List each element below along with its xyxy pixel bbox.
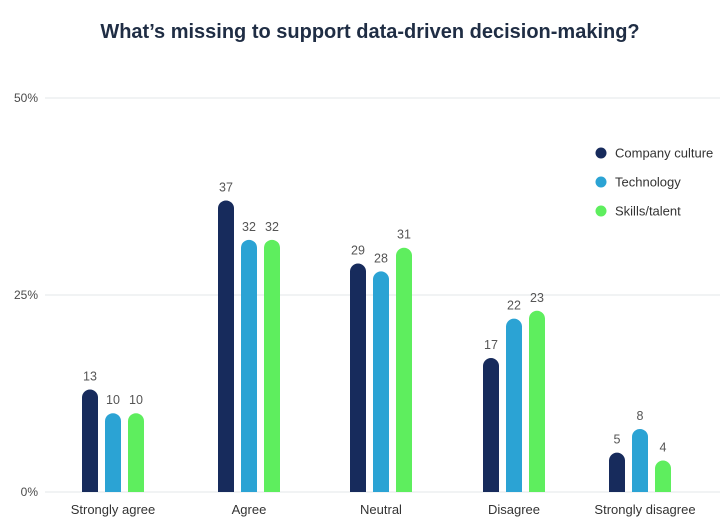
- data-label: 13: [83, 370, 97, 384]
- data-label: 32: [242, 220, 256, 234]
- legend: Company culture Technology Skills/talent: [595, 146, 713, 219]
- data-label: 5: [614, 433, 621, 447]
- data-label: 10: [129, 393, 143, 407]
- bar: [218, 200, 234, 492]
- x-tick-label: Strongly disagree: [594, 502, 695, 517]
- x-tick-label: Agree: [232, 502, 267, 517]
- legend-swatch: [595, 205, 607, 217]
- data-label: 22: [507, 299, 521, 313]
- bar: [632, 428, 648, 492]
- bar: [105, 413, 121, 492]
- x-tick-label: Disagree: [488, 502, 540, 517]
- bar: [396, 247, 412, 492]
- legend-swatch: [595, 176, 607, 188]
- data-label: 17: [484, 338, 498, 352]
- legend-label: Technology: [615, 175, 681, 190]
- y-tick-label: 25%: [14, 288, 38, 302]
- bar: [241, 239, 257, 492]
- x-tick-label: Neutral: [360, 502, 402, 517]
- bar: [128, 413, 144, 492]
- data-label: 37: [219, 180, 233, 194]
- bars: [82, 200, 671, 492]
- y-axis: 0% 25% 50%: [14, 91, 38, 499]
- data-label: 23: [530, 291, 544, 305]
- data-label: 29: [351, 243, 365, 257]
- chart-title: What’s missing to support data-driven de…: [100, 21, 639, 43]
- data-labels: 13 10 10 37 32 32 29 28 31 17 22 23 5 8 4: [83, 180, 666, 454]
- bar: [264, 239, 280, 492]
- x-axis: Strongly agree Agree Neutral Disagree Strong…: [71, 502, 696, 517]
- bar: [655, 460, 671, 492]
- data-label: 4: [660, 440, 667, 454]
- legend-swatch: [595, 147, 607, 159]
- legend-label: Company culture: [615, 146, 713, 161]
- x-tick-label: Strongly agree: [71, 502, 156, 517]
- data-label: 31: [397, 228, 411, 242]
- bar: [609, 452, 625, 492]
- bar: [483, 358, 499, 492]
- data-label: 10: [106, 393, 120, 407]
- bar: [350, 263, 366, 492]
- bar: [82, 389, 98, 492]
- y-tick-label: 0%: [21, 485, 39, 499]
- bar: [529, 310, 545, 492]
- bar: [373, 271, 389, 492]
- data-label: 28: [374, 251, 388, 265]
- bar: [506, 318, 522, 492]
- data-label: 8: [637, 409, 644, 423]
- y-tick-label: 50%: [14, 91, 38, 105]
- legend-label: Skills/talent: [615, 204, 681, 219]
- data-label: 32: [265, 220, 279, 234]
